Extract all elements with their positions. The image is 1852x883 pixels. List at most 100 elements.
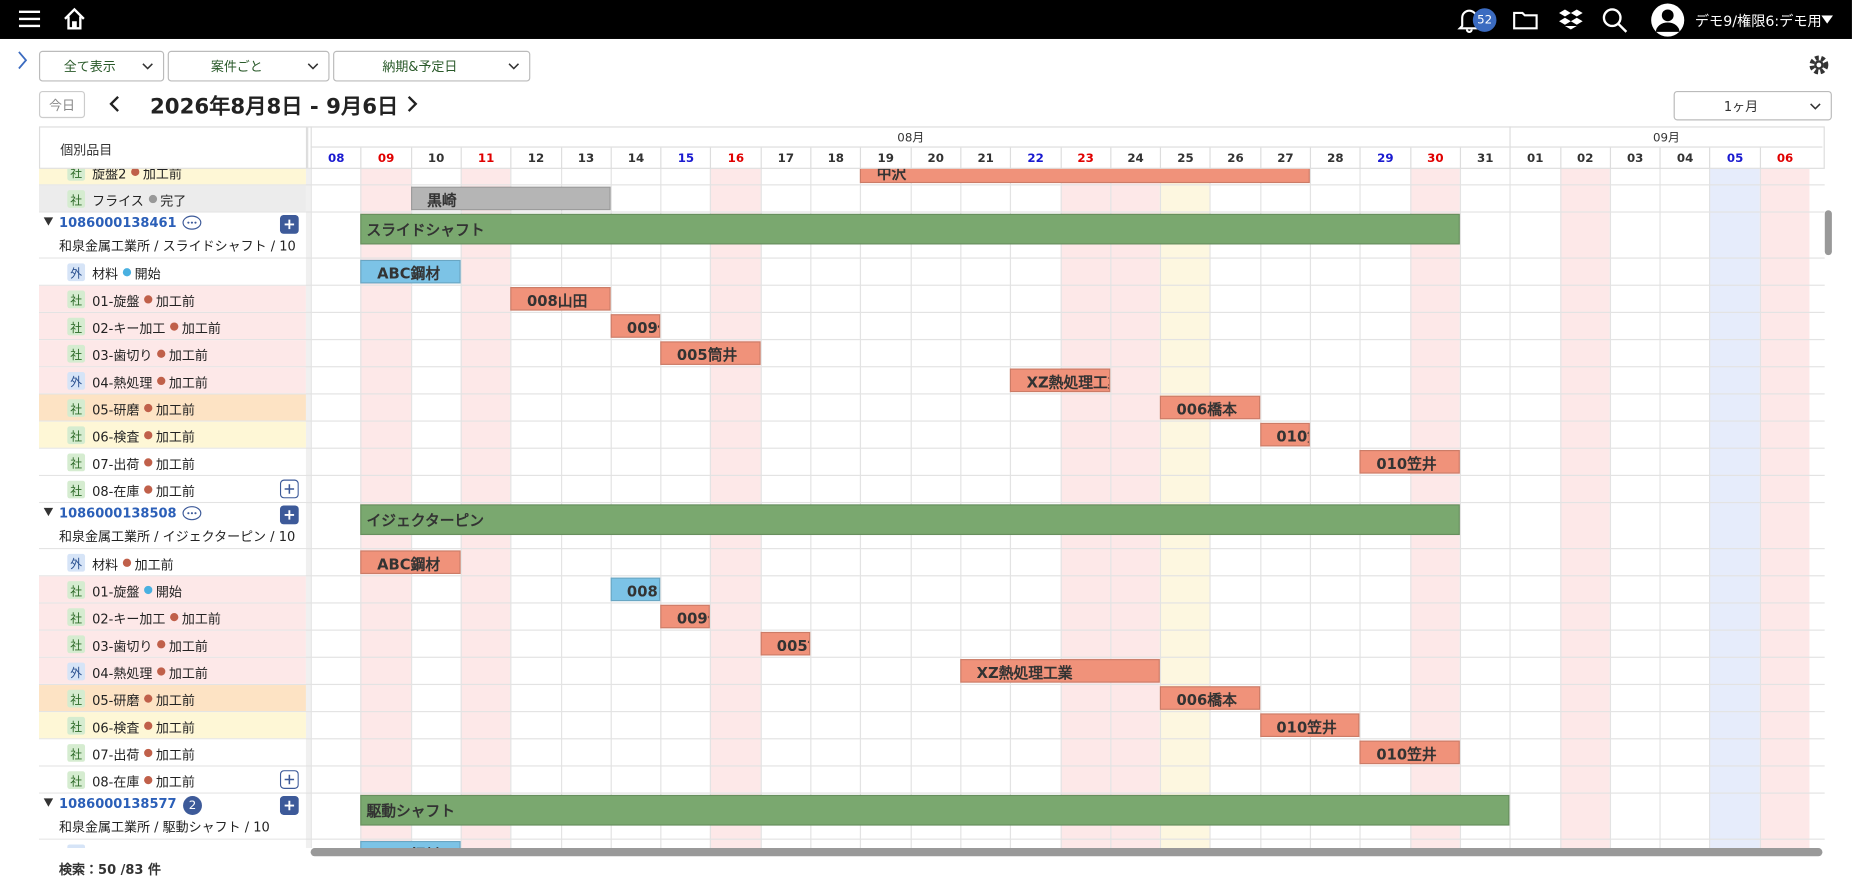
task-bar[interactable]: 010笠井 [1259, 422, 1310, 447]
task-bar[interactable]: 006橋本 [1159, 395, 1260, 420]
filter-dropdown[interactable]: 案件ごと [167, 50, 330, 82]
task-bar[interactable]: XZ熱処理工業 [960, 659, 1160, 683]
task-bar[interactable]: 009佐 [610, 314, 661, 338]
task-bar[interactable]: 006橋本 [1159, 686, 1260, 710]
task-bar[interactable]: 010笠井 [1259, 713, 1360, 738]
status-dot [157, 376, 166, 386]
process-name: 07-出荷 [92, 747, 140, 763]
add-button[interactable] [279, 479, 299, 499]
task-bar[interactable]: 010笠井 [1359, 740, 1460, 765]
month-label: 08月 [310, 126, 1510, 148]
row-line [38, 575, 1825, 577]
task-row: 社 01-旋盤 開始 [38, 576, 306, 603]
row-line [38, 311, 1825, 313]
collapse-toggle[interactable] [43, 798, 54, 807]
v-scrollbar[interactable] [1824, 210, 1832, 256]
row-line [38, 257, 1825, 259]
period-dropdown[interactable]: 1ヶ月 [1673, 90, 1832, 121]
task-bar[interactable]: 009佐 [660, 604, 711, 629]
next-button[interactable] [406, 96, 418, 113]
add-button[interactable] [279, 770, 299, 789]
day-label: 11 [460, 147, 510, 169]
day-label: 23 [1060, 147, 1110, 169]
task-bar[interactable]: ABC鋼材 [360, 840, 461, 849]
row-line [38, 683, 1825, 686]
row-line [38, 738, 1825, 740]
status-text: 加工前 [155, 774, 195, 791]
filter-dropdown[interactable]: 納期&予定日 [333, 50, 531, 82]
home-icon[interactable] [63, 7, 87, 31]
add-button[interactable] [279, 505, 299, 525]
process-name: 08-在庫 [92, 774, 140, 791]
prev-button[interactable] [109, 96, 121, 113]
today-button[interactable]: 今日 [38, 90, 86, 119]
task-bar[interactable]: 黒崎 [410, 186, 611, 211]
process-name: 02-キー加工 [92, 321, 166, 337]
comment-icon[interactable] [182, 215, 202, 232]
process-name: 材料 [92, 846, 118, 848]
item-id[interactable]: 1086000138577 [59, 796, 177, 812]
task-bar[interactable]: 005筒井 [660, 341, 761, 365]
column-title: 個別品目 [60, 142, 113, 159]
item-id[interactable]: 1086000138461 [59, 214, 177, 231]
task-bar[interactable]: 005筒井 [760, 631, 811, 656]
process-tag: 社 [67, 399, 86, 417]
group-bar[interactable]: 駆動シャフト [360, 794, 1510, 826]
status-dot [144, 458, 153, 467]
folder-icon[interactable] [1513, 9, 1539, 30]
day-label: 01 [1509, 147, 1560, 169]
comment-badge[interactable]: 2 [183, 796, 202, 815]
row-line [38, 501, 1825, 504]
filter-dropdown[interactable]: 全て表示 [38, 50, 165, 82]
top-bar: 52 デモ9/権限6:デモ用 [0, 0, 1852, 39]
status-text: 加工前 [155, 693, 195, 709]
process-name: 02-キー加工 [92, 611, 166, 628]
add-button[interactable] [279, 796, 299, 815]
process-name: 材料 [92, 557, 119, 573]
search-icon[interactable] [1602, 7, 1628, 33]
task-bar[interactable]: 010笠井 [1359, 449, 1460, 474]
day-column [1759, 168, 1810, 849]
task-bar[interactable]: 008山田 [510, 287, 611, 311]
task-bar[interactable]: 008山田 [610, 577, 661, 602]
column-header: 個別品目 [38, 126, 308, 169]
task-bar[interactable]: XZ熱処理工業 [1010, 368, 1110, 393]
user-name[interactable]: デモ9/権限6:デモ用 [1694, 12, 1822, 30]
settings-icon[interactable] [1808, 54, 1829, 75]
dropbox-icon[interactable] [1558, 8, 1584, 32]
collapse-toggle[interactable] [43, 507, 54, 517]
filter-label: 全て表示 [63, 59, 116, 75]
caret [142, 63, 153, 70]
expand-panel[interactable] [17, 51, 29, 70]
task-row: 社 05-研磨 加工前 [38, 394, 306, 421]
gantt-body: 社旋盤2 加工前 中沢社フライス 完了 黒崎 1086000138461 和泉金属工業所 /… [38, 168, 1825, 849]
day-column [1559, 168, 1610, 849]
task-bar[interactable]: 中沢 [860, 168, 1310, 184]
left-panel-border [305, 168, 311, 849]
notification-badge[interactable]: 52 [1472, 8, 1497, 32]
h-scrollbar[interactable] [310, 848, 1823, 857]
user-caret[interactable] [1821, 15, 1834, 24]
process-tag: 社 [67, 581, 86, 599]
group-bar[interactable]: スライドシャフト [360, 213, 1460, 245]
task-bar[interactable]: ABC鋼材 [360, 259, 461, 284]
process-tag: 社 [67, 453, 86, 472]
status-dot [144, 295, 153, 304]
collapse-toggle[interactable] [43, 217, 54, 226]
day-column [1459, 168, 1510, 849]
avatar-icon[interactable] [1650, 2, 1685, 37]
header-frame [307, 126, 1825, 169]
day-label: 02 [1559, 147, 1610, 169]
day-label: 16 [710, 147, 760, 169]
status-dot [144, 721, 153, 730]
group-bar[interactable]: イジェクターピン [360, 504, 1460, 536]
comment-icon[interactable] [182, 506, 202, 523]
caret [307, 63, 319, 70]
item-id[interactable]: 1086000138508 [59, 505, 177, 521]
add-button[interactable] [279, 214, 299, 234]
menu-icon[interactable] [18, 9, 41, 28]
date-range: 2026年8月8日 - 9月6日 [149, 94, 399, 120]
filter-label: 納期&予定日 [382, 59, 458, 75]
process-name: 旋盤2 [92, 168, 127, 182]
task-bar[interactable]: ABC鋼材 [360, 550, 461, 575]
